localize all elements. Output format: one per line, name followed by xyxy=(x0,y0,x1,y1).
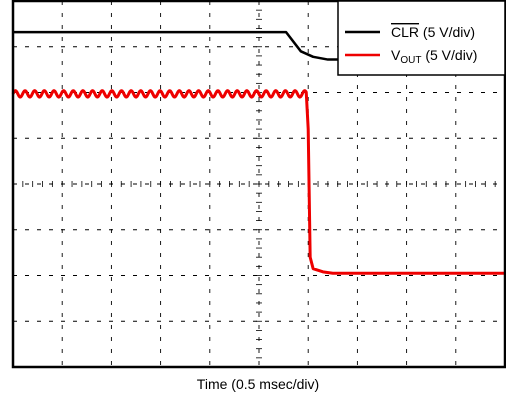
trace-vout xyxy=(11,89,505,275)
legend-label-vout-main: V xyxy=(391,47,401,63)
legend-label-clr: CLR (5 V/div) xyxy=(391,24,475,40)
legend-box xyxy=(337,0,506,76)
legend-label-vout: VOUT (5 V/div) xyxy=(391,47,477,66)
legend-label-clr-suffix: (5 V/div) xyxy=(419,24,475,40)
legend-label-vout-sub: OUT xyxy=(400,55,421,66)
legend: CLR (5 V/div) VOUT (5 V/div) xyxy=(337,0,506,76)
x-axis-label: Time (0.5 msec/div) xyxy=(197,376,319,392)
plot-frame xyxy=(11,0,506,369)
legend-label-clr-name: CLR xyxy=(391,24,419,40)
legend-label-vout-suffix: (5 V/div) xyxy=(421,47,477,63)
